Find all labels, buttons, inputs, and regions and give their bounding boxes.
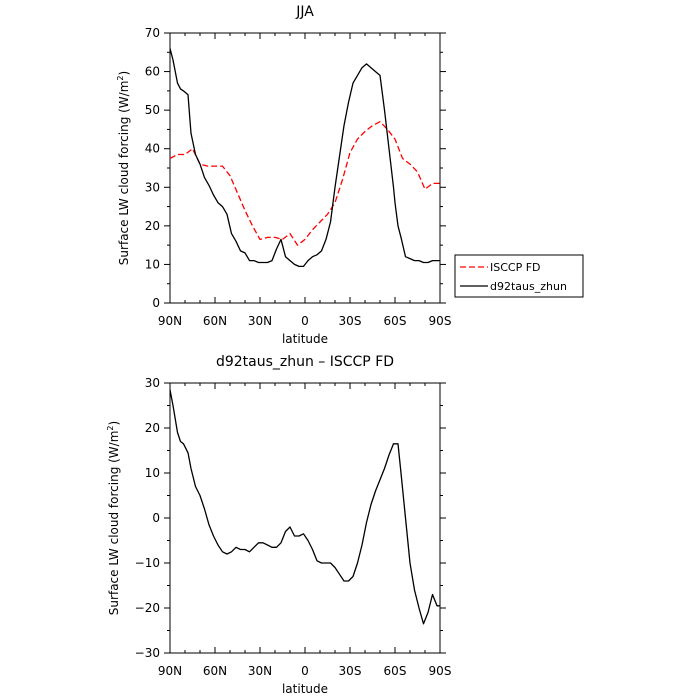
bottom-y-tick-label: 0 bbox=[152, 511, 160, 525]
top-x-tick-label: 60S bbox=[384, 314, 407, 328]
bottom-y-tick-label: −30 bbox=[135, 646, 160, 660]
top-plot-frame bbox=[169, 32, 441, 304]
top-x-tick-label: 60N bbox=[203, 314, 227, 328]
top-x-axis-label: latitude bbox=[282, 332, 328, 346]
top-series-line-isccp-fd bbox=[169, 121, 440, 246]
top-x-tick-label: 30N bbox=[248, 314, 272, 328]
bottom-y-tick-label: −20 bbox=[135, 601, 160, 615]
bottom-plot-frame bbox=[169, 382, 441, 654]
bottom-series-line-difference bbox=[169, 389, 440, 625]
bottom-y-axis-label-superscript: 2 bbox=[106, 426, 115, 431]
bottom-y-axis-label-text: Surface LW cloud forcing (W/m bbox=[107, 431, 121, 616]
top-series-line-d92taus-zhun bbox=[169, 48, 440, 268]
bottom-x-tick-label: 90S bbox=[429, 664, 452, 678]
top-chart-title: JJA bbox=[295, 4, 314, 20]
bottom-x-tick-label: 30N bbox=[248, 664, 272, 678]
top-x-tick-label: 0 bbox=[301, 314, 309, 328]
bottom-x-axis-label: latitude bbox=[282, 682, 328, 696]
top-y-tick-label: 10 bbox=[145, 257, 160, 271]
bottom-x-tick-label: 60S bbox=[384, 664, 407, 678]
top-y-tick-label: 50 bbox=[145, 103, 160, 117]
bottom-y-axis-label-end: ) bbox=[107, 421, 121, 426]
bottom-y-tick-label: 30 bbox=[145, 376, 160, 390]
top-x-tick-label: 30S bbox=[339, 314, 362, 328]
bottom-y-tick-label: 20 bbox=[145, 421, 160, 435]
top-y-tick-label: 30 bbox=[145, 180, 160, 194]
legend-label: d92taus_zhun bbox=[490, 280, 567, 293]
top-y-axis-label: Surface LW cloud forcing (W/m2) bbox=[116, 71, 131, 265]
legend-box bbox=[454, 254, 584, 298]
top-y-tick-label: 40 bbox=[145, 142, 160, 156]
bottom-y-axis-label: Surface LW cloud forcing (W/m2) bbox=[106, 421, 121, 615]
top-y-tick-label: 70 bbox=[145, 26, 160, 40]
bottom-y-tick-label: −10 bbox=[135, 556, 160, 570]
top-y-tick-label: 60 bbox=[145, 65, 160, 79]
top-x-tick-label: 90S bbox=[429, 314, 452, 328]
top-y-axis-label-superscript: 2 bbox=[116, 76, 125, 81]
bottom-chart-panel: 90N 60N 30N 0 30S 60S 90S −30 −20 −10 0 10 20 30 d92ta… bbox=[106, 354, 451, 696]
top-y-tick-label: 20 bbox=[145, 219, 160, 233]
bottom-x-tick-label: 90N bbox=[158, 664, 182, 678]
legend-label: ISCCP FD bbox=[490, 261, 541, 274]
bottom-x-tick-label: 30S bbox=[339, 664, 362, 678]
bottom-x-tick-label: 60N bbox=[203, 664, 227, 678]
top-y-axis-label-text: Surface LW cloud forcing (W/m bbox=[117, 81, 131, 266]
top-y-tick-label: 0 bbox=[152, 296, 160, 310]
bottom-chart-title: d92taus_zhun – ISCCP FD bbox=[216, 354, 394, 370]
bottom-y-tick-label: 10 bbox=[145, 466, 160, 480]
bottom-x-tick-label: 0 bbox=[301, 664, 309, 678]
top-y-axis-label-end: ) bbox=[117, 71, 131, 76]
top-chart-panel: 90N 60N 30N 0 30S 60S 90S 0 10 20 30 40 50 60 70 JJA lat… bbox=[116, 4, 584, 346]
top-x-tick-label: 90N bbox=[158, 314, 182, 328]
